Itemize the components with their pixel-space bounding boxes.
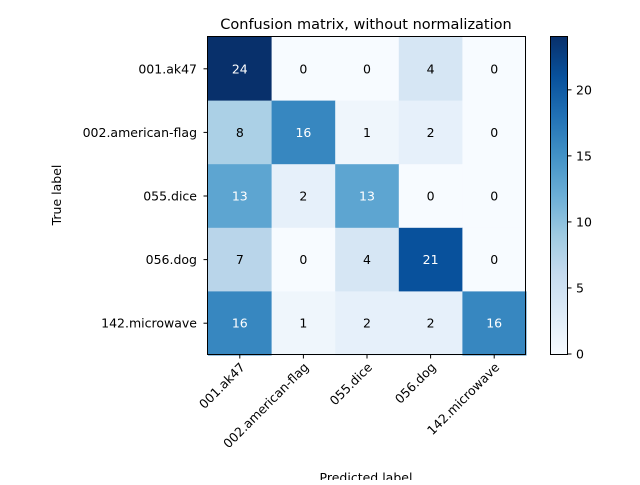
y-tick-label: 001.ak47 [138,61,197,76]
cell-value-label: 16 [232,316,248,331]
y-tick-label: 055.dice [143,189,197,204]
cell-value-label: 7 [236,252,244,267]
heatmap-cell [462,100,527,165]
cell-value-label: 0 [363,61,371,76]
chart-title: Confusion matrix, without normalization [220,17,511,33]
cell-value-label: 2 [299,189,307,204]
colorbar [551,37,567,354]
cell-value-label: 0 [299,61,307,76]
cell-value-label: 8 [236,125,244,140]
heatmap-cell [462,37,527,102]
heatmap-cell [271,164,336,229]
heatmap-cell [208,291,273,356]
heatmap-cell [462,291,527,356]
heatmap-cell [398,100,463,165]
cell-value-label: 13 [232,189,248,204]
cell-value-label: 4 [427,61,435,76]
y-axis-ticks: 001.ak47 002.american-flag 055.dice 056.dog… [83,61,208,331]
heatmap-cell [271,37,336,102]
cell-value-label: 24 [232,61,248,76]
x-tick-label: 056.dog [392,360,439,407]
cell-value-label: 0 [490,125,498,140]
colorbar-tick-label: 10 [576,214,592,229]
cell-value-label: 21 [423,252,439,267]
cell-value-label: 2 [427,316,435,331]
cell-value-label: 13 [359,189,375,204]
colorbar-tick-label: 5 [576,280,584,295]
colorbar-frame [550,36,568,355]
heatmap-cell [335,37,400,102]
heatmap-cell [335,100,400,165]
heatmap-cell [271,227,336,292]
cell-value-label: 1 [363,125,371,140]
colorbar-tick-label: 0 [576,347,584,362]
y-axis-label: True label [49,165,64,227]
heatmap-cell [398,37,463,102]
cell-value-label: 2 [427,125,435,140]
x-tick-label: 055.dice [326,359,375,408]
heatmap-cell [398,227,463,292]
cell-value-label: 4 [363,252,371,267]
heatmap-cell [208,100,273,165]
colorbar-ticks: 0 5 10 15 20 [567,82,592,362]
colorbar-tick-label: 20 [576,82,592,97]
heatmap-cells [208,37,527,356]
cell-value-label: 16 [295,125,311,140]
cell-value-label: 16 [486,316,502,331]
y-tick-label: 142.microwave [101,316,197,331]
x-tick-label: 001.ak47 [196,360,248,412]
heatmap-cell [271,291,336,356]
cell-value-label: 0 [490,61,498,76]
y-tick-label: 056.dog [146,252,197,267]
heatmap-cell [208,164,273,229]
heatmap-cell [335,227,400,292]
y-tick-label: 002.american-flag [83,125,197,140]
heatmap-cell [462,164,527,229]
heatmap-cell [335,164,400,229]
cell-value-label: 1 [299,316,307,331]
colorbar-tick-label: 15 [576,148,592,163]
heatmap-cell [462,227,527,292]
heatmap-cell [271,100,336,165]
cell-value-label: 0 [490,189,498,204]
heatmap-cell [208,37,273,102]
cell-value-label: 0 [490,252,498,267]
heatmap-cell [335,291,400,356]
heatmap-cell [208,227,273,292]
cell-value-label: 2 [363,316,371,331]
heatmap-cell [398,291,463,356]
cell-value-label: 0 [427,189,435,204]
heatmap-cell-labels: 24 0 0 4 0 8 16 1 2 0 13 2 13 0 0 7 0 4 21 0 16 1 2 2 16 [232,61,502,330]
heatmap-cell [398,164,463,229]
x-axis-label: Predicted label [320,470,413,480]
cell-value-label: 0 [299,252,307,267]
